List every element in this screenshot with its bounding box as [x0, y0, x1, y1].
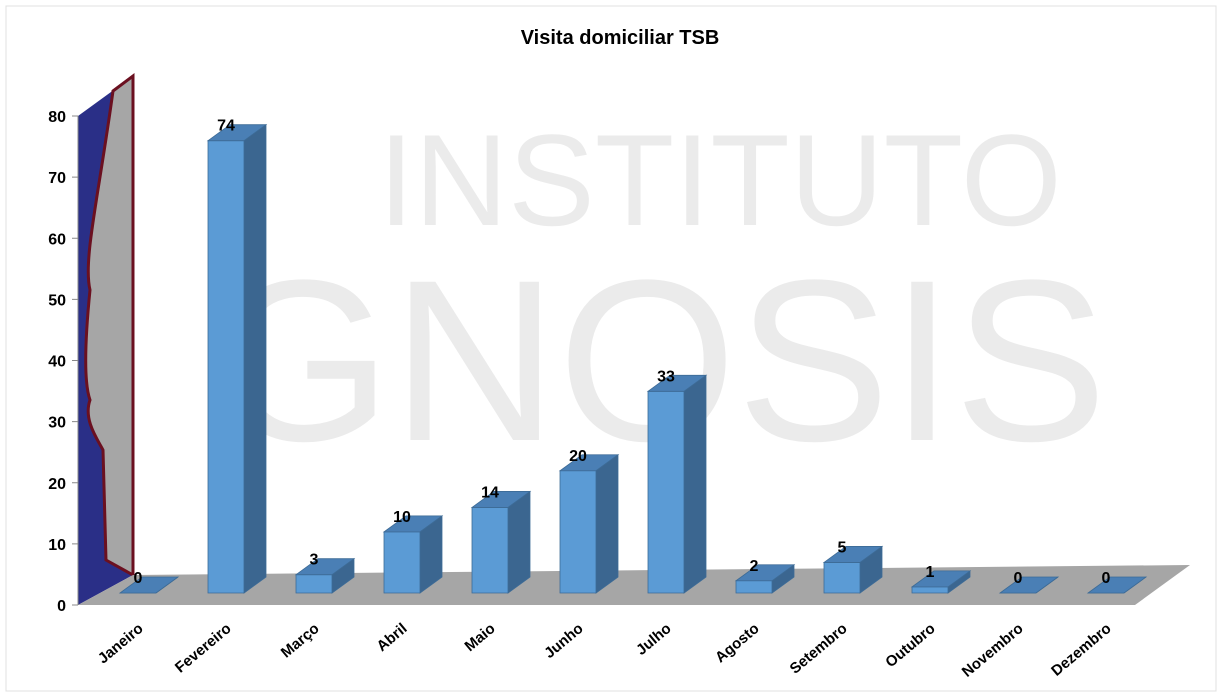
- data-label: 10: [393, 509, 411, 526]
- data-label: 20: [569, 448, 587, 465]
- bar-side: [508, 491, 530, 593]
- data-label: 0: [134, 570, 143, 587]
- data-label: 0: [1102, 570, 1111, 587]
- data-label: 1: [926, 564, 935, 581]
- bar-front: [736, 581, 772, 593]
- bar-front: [208, 141, 244, 593]
- y-tick-label: 70: [48, 170, 66, 187]
- bar: [648, 375, 706, 593]
- bar-front: [824, 562, 860, 593]
- bar-side: [244, 125, 266, 593]
- bar: [208, 125, 266, 593]
- data-label: 33: [657, 368, 675, 385]
- bar: [384, 516, 442, 593]
- chart-title: Visita domiciliar TSB: [521, 27, 720, 49]
- y-tick-label: 60: [48, 231, 66, 248]
- data-label: 74: [217, 118, 235, 135]
- bar-front: [648, 391, 684, 593]
- y-tick-label: 30: [48, 415, 66, 432]
- chart: Visita domiciliar TSB INSTITUTOGNOSIS010…: [0, 0, 1222, 697]
- bar-front: [560, 471, 596, 593]
- bar-side: [596, 455, 618, 593]
- bar: [472, 491, 530, 593]
- y-tick-label: 0: [57, 598, 66, 615]
- data-label: 5: [838, 539, 847, 556]
- bar-side: [684, 375, 706, 593]
- y-tick-label: 20: [48, 476, 66, 493]
- data-label: 2: [750, 558, 759, 575]
- data-label: 14: [481, 484, 499, 501]
- bar-front: [912, 587, 948, 593]
- bar-front: [384, 532, 420, 593]
- y-tick-label: 80: [48, 109, 66, 126]
- data-label: 0: [1014, 570, 1023, 587]
- y-tick-label: 50: [48, 292, 66, 309]
- bar: [560, 455, 618, 593]
- data-label: 3: [310, 552, 319, 569]
- y-tick-label: 40: [48, 354, 66, 371]
- bar-front: [296, 575, 332, 593]
- y-tick-label: 10: [48, 537, 66, 554]
- bar-front: [472, 507, 508, 593]
